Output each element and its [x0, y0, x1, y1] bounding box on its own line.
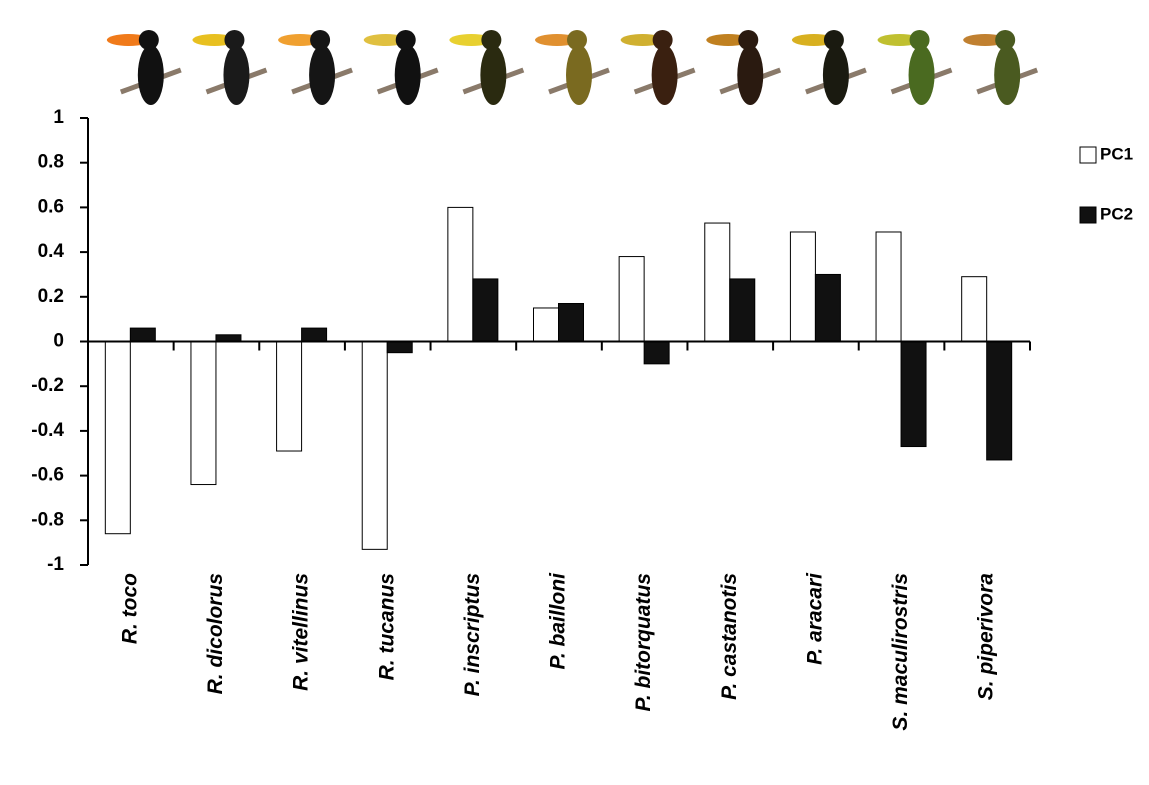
legend-label: PC2 [1100, 204, 1133, 223]
chart: 1 0.8 0.6 0.4 0.2 0 -0.2 -0.4 -0.6 -0.8 -1 R. toco R… [0, 0, 1149, 785]
legend-label: PC1 [1100, 144, 1133, 163]
x-tick-label: R. dicolorus [204, 573, 227, 694]
bar [277, 342, 302, 452]
bird-head [224, 30, 244, 50]
bird-illustration [792, 30, 866, 105]
x-tick-label: S. piperivora [975, 573, 998, 701]
x-tick-label: P. bailloni [547, 572, 570, 670]
bird-illustration [535, 30, 609, 105]
y-tick-label: -1 [47, 554, 64, 575]
bar [302, 328, 327, 341]
bird-head [567, 30, 587, 50]
y-tick-label: -0.8 [31, 509, 64, 530]
bird-body [138, 45, 164, 105]
bird-body [395, 45, 421, 105]
x-tick-label: R. toco [118, 573, 141, 644]
bird-illustration [107, 30, 181, 105]
bird-head [995, 30, 1015, 50]
bird-body [480, 45, 506, 105]
bar [105, 342, 130, 534]
bar [130, 328, 155, 341]
bird-body [309, 45, 335, 105]
bird-body [566, 45, 592, 105]
bird-head [481, 30, 501, 50]
x-tick-label: S. maculirostris [889, 573, 912, 731]
bar [448, 207, 473, 341]
bird-body [223, 45, 249, 105]
bird-head [824, 30, 844, 50]
x-tick-label: P. bitorquatus [632, 573, 655, 711]
bird-illustration [192, 30, 266, 105]
bird-body [737, 45, 763, 105]
bar [619, 257, 644, 342]
bar [730, 279, 755, 342]
bird-illustration [878, 30, 952, 105]
bar [705, 223, 730, 341]
y-tick-label: 0.4 [38, 241, 65, 262]
y-tick-label: 0.2 [38, 286, 64, 307]
y-tick-label: 0.8 [38, 152, 64, 173]
bird-illustration [278, 30, 352, 105]
y-tick-label: 0 [53, 331, 64, 352]
bird-illustration [963, 30, 1037, 105]
bar [473, 279, 498, 342]
y-tick-label: 1 [53, 107, 64, 128]
legend-swatch [1080, 207, 1096, 223]
bird-head [653, 30, 673, 50]
bar [815, 274, 840, 341]
x-tick-label: R. vitellinus [290, 573, 313, 691]
bird-illustration [706, 30, 780, 105]
bar [987, 342, 1012, 460]
y-tick-label: -0.6 [31, 465, 64, 486]
x-tick-label: P. castanotis [718, 573, 741, 700]
bird-body [652, 45, 678, 105]
bird-illustration [621, 30, 695, 105]
bird-head [139, 30, 159, 50]
bar [362, 342, 387, 550]
bird-head [396, 30, 416, 50]
bird-body [909, 45, 935, 105]
bar [790, 232, 815, 342]
y-tick-label: -0.2 [31, 375, 64, 396]
bar [644, 342, 669, 364]
x-tick-label: P. aracari [803, 572, 826, 665]
x-tick-label: P. inscriptus [461, 573, 484, 696]
bird-head [310, 30, 330, 50]
bird-head [738, 30, 758, 50]
bar [962, 277, 987, 342]
bar [387, 342, 412, 353]
bird-illustration [449, 30, 523, 105]
bar [559, 304, 584, 342]
bar [534, 308, 559, 342]
x-tick-label: R. tucanus [375, 573, 398, 680]
bar [876, 232, 901, 342]
y-tick-label: 0.6 [38, 196, 64, 217]
bird-body [823, 45, 849, 105]
bird-body [994, 45, 1020, 105]
bar [191, 342, 216, 485]
bar [901, 342, 926, 447]
bird-head [910, 30, 930, 50]
bird-illustration [364, 30, 438, 105]
legend-swatch [1080, 147, 1096, 163]
bar [216, 335, 241, 342]
y-tick-label: -0.4 [31, 420, 64, 441]
